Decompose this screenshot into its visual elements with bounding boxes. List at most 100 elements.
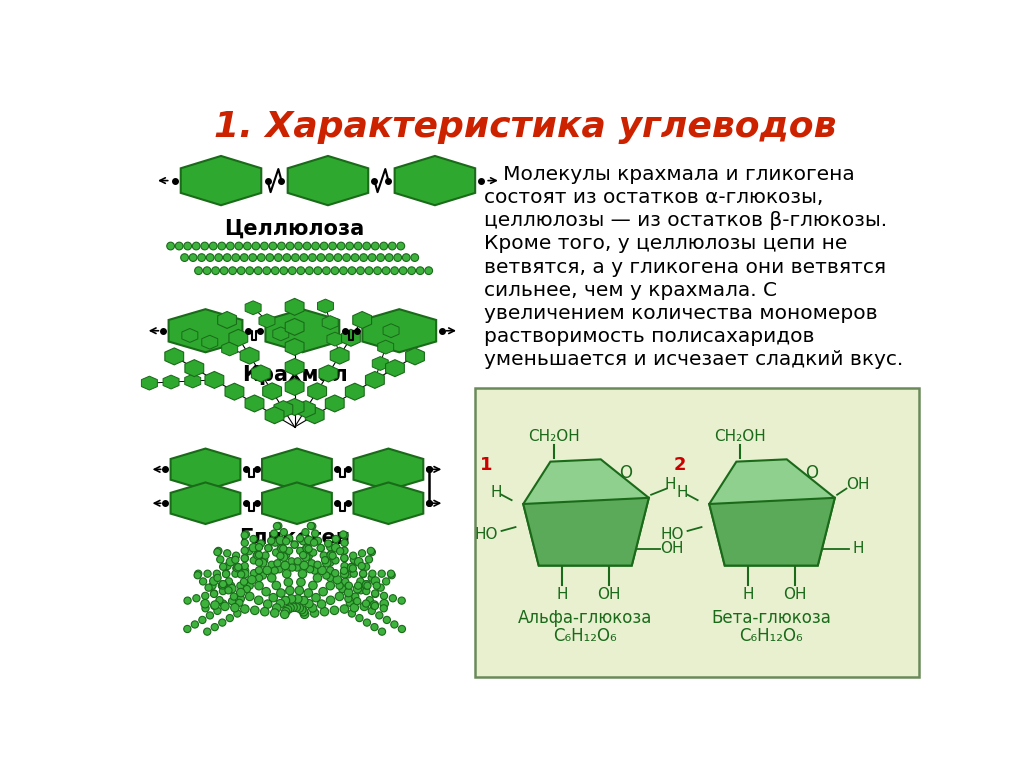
Circle shape [281,610,289,618]
Circle shape [307,522,314,529]
Circle shape [411,254,419,262]
Circle shape [362,563,370,571]
Polygon shape [218,311,237,328]
Circle shape [201,242,209,250]
Circle shape [276,600,285,608]
Polygon shape [326,395,344,412]
Circle shape [204,628,211,635]
Circle shape [305,267,313,275]
Circle shape [250,557,257,564]
Circle shape [364,619,371,626]
Text: H: H [665,477,676,492]
Circle shape [402,254,410,262]
Circle shape [336,582,343,589]
Text: H: H [602,537,612,551]
Circle shape [351,254,359,262]
Circle shape [272,581,281,590]
Text: OH: OH [780,505,801,518]
Circle shape [224,562,231,570]
Circle shape [211,602,218,610]
Circle shape [368,548,375,555]
Circle shape [295,586,303,594]
Circle shape [345,582,352,589]
Circle shape [242,555,249,561]
Circle shape [327,567,334,574]
Circle shape [373,582,380,589]
Text: HO: HO [660,527,684,542]
Circle shape [298,570,307,578]
Circle shape [344,588,352,597]
Text: H: H [787,537,798,551]
Circle shape [349,552,356,559]
Polygon shape [265,407,284,423]
Circle shape [175,242,183,250]
Circle shape [326,254,334,262]
Circle shape [210,591,218,597]
Circle shape [318,588,328,596]
Circle shape [215,254,222,262]
Circle shape [297,547,304,555]
Polygon shape [184,374,201,388]
Circle shape [350,604,358,612]
Polygon shape [383,324,399,337]
Circle shape [311,242,319,250]
Circle shape [297,578,305,587]
Circle shape [262,552,269,559]
Circle shape [280,545,287,552]
Circle shape [289,564,296,571]
Circle shape [250,535,257,542]
Circle shape [193,242,200,250]
Circle shape [241,578,248,585]
Circle shape [255,551,262,558]
Text: OH: OH [741,537,763,551]
Circle shape [286,547,293,555]
Circle shape [198,254,206,262]
Polygon shape [274,400,293,417]
Circle shape [302,528,309,536]
Circle shape [345,595,352,602]
Polygon shape [205,371,224,388]
Circle shape [291,541,298,548]
Polygon shape [221,342,238,356]
Circle shape [310,609,318,617]
Circle shape [362,588,370,594]
Circle shape [377,584,384,591]
Circle shape [303,545,311,553]
Circle shape [311,594,321,602]
Circle shape [350,570,357,578]
Circle shape [341,532,348,538]
Circle shape [216,597,223,604]
Circle shape [226,242,234,250]
Circle shape [304,589,312,597]
Circle shape [332,535,339,542]
Circle shape [233,564,242,572]
Circle shape [311,567,318,574]
Text: C₆H₁₂O₆: C₆H₁₂O₆ [553,627,617,645]
Circle shape [248,575,256,584]
Text: CH₂OH: CH₂OH [528,429,581,444]
Circle shape [317,600,326,608]
Circle shape [232,552,240,559]
Polygon shape [265,309,339,352]
Polygon shape [171,449,241,490]
Text: сильнее, чем у крахмала. С: сильнее, чем у крахмала. С [484,281,777,300]
Circle shape [263,566,271,574]
Circle shape [327,596,335,604]
Circle shape [241,539,249,547]
Circle shape [241,555,249,562]
Circle shape [292,254,299,262]
Circle shape [425,267,432,275]
Circle shape [255,559,262,566]
Circle shape [341,555,348,561]
Circle shape [283,538,290,545]
Circle shape [299,596,308,605]
Polygon shape [225,384,244,400]
Polygon shape [319,365,338,382]
Polygon shape [182,328,198,342]
Circle shape [241,547,249,555]
Circle shape [274,522,282,529]
Circle shape [369,548,376,556]
Circle shape [238,595,245,602]
Circle shape [304,536,313,545]
Circle shape [377,254,385,262]
